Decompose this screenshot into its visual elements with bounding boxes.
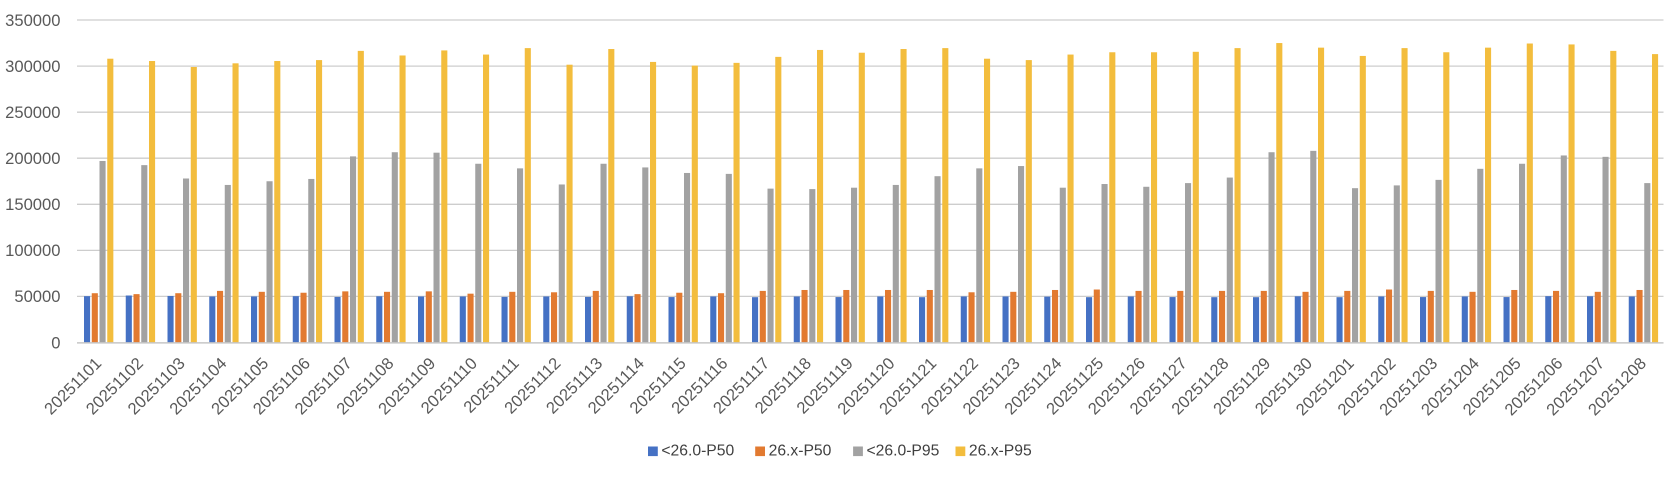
- svg-text:50000: 50000: [14, 287, 60, 306]
- svg-text:100000: 100000: [5, 241, 60, 260]
- svg-text:<26.0-P50: <26.0-P50: [661, 442, 734, 459]
- svg-text:0: 0: [51, 333, 60, 352]
- svg-text:200000: 200000: [5, 149, 60, 168]
- svg-text:150000: 150000: [5, 195, 60, 214]
- svg-text:26.x-P95: 26.x-P95: [969, 442, 1032, 459]
- svg-text:26.x-P50: 26.x-P50: [769, 442, 832, 459]
- svg-text:350000: 350000: [5, 11, 60, 30]
- svg-text:<26.0-P95: <26.0-P95: [867, 442, 940, 459]
- svg-text:250000: 250000: [5, 103, 60, 122]
- svg-text:300000: 300000: [5, 57, 60, 76]
